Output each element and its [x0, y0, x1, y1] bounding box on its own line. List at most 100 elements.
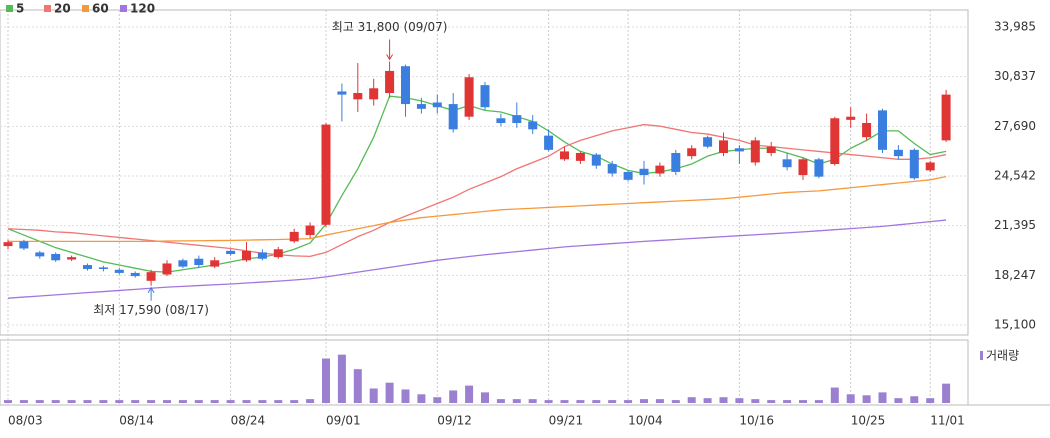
volume-bar [703, 398, 712, 403]
ma-line [8, 176, 947, 243]
x-tick-label: 08/24 [231, 414, 266, 428]
volume-bar [830, 387, 839, 403]
volume-bar [465, 385, 474, 403]
ma-line [7, 123, 947, 258]
candle-body [639, 168, 649, 176]
volume-bar [846, 394, 855, 403]
candle-body [226, 250, 236, 254]
volume-bar [163, 400, 171, 403]
candle-body [734, 148, 744, 152]
volume-frame [0, 339, 969, 406]
x-tick-label: 11/01 [930, 414, 965, 428]
legend-label: 거래량 [986, 349, 1019, 363]
candle-body [114, 269, 124, 273]
legend-swatch [44, 5, 51, 12]
volume-bar [19, 400, 28, 403]
candle-body [846, 116, 856, 120]
candle-body [289, 231, 299, 242]
volume-bar [640, 399, 648, 403]
volume-bar [576, 400, 585, 403]
candle-body [83, 265, 92, 269]
volume-bar [35, 400, 44, 403]
volume-bar [767, 400, 776, 403]
candle-body [337, 91, 347, 95]
candle-body [766, 146, 776, 153]
candle-body [878, 110, 887, 150]
candle-body [416, 104, 426, 109]
candle-body [35, 252, 45, 257]
y-tick-label: 33,985 [994, 19, 1036, 33]
candle-body [512, 115, 522, 124]
volume-bar [449, 390, 458, 403]
volume-bar [481, 392, 489, 403]
candle-body [750, 140, 760, 163]
volume-bar [4, 400, 12, 403]
annotation: 최고 31,800 (09/07) [332, 20, 448, 34]
volume-bar [417, 394, 426, 403]
candle-body [321, 124, 331, 225]
ma-line [7, 219, 947, 299]
candle-body [130, 272, 140, 277]
x-tick-label: 08/03 [8, 414, 43, 428]
y-tick-label: 18,247 [994, 268, 1036, 282]
volume-bar [210, 400, 219, 403]
volume-bar [67, 400, 76, 403]
x-tick-label: 10/16 [739, 414, 774, 428]
candle-body [671, 152, 681, 172]
candle-body [257, 252, 267, 259]
candle-body [575, 152, 585, 161]
volume-bar [671, 400, 680, 403]
x-tick-label: 09/21 [549, 414, 584, 428]
legend-label: 20 [54, 2, 71, 16]
candle-body [496, 118, 506, 124]
candle-body [655, 165, 665, 174]
ma-line [7, 95, 947, 273]
y-tick-label: 30,837 [994, 69, 1036, 83]
legend-swatch [120, 5, 127, 12]
volume-bar [814, 400, 823, 403]
candle-body [623, 171, 633, 180]
volume-bar [624, 400, 633, 403]
volume-bar [51, 400, 60, 403]
volume-bar [719, 397, 728, 403]
candle-body [401, 66, 410, 105]
volume-bar [894, 398, 903, 403]
candle-body [544, 135, 554, 150]
volume-bar [544, 400, 553, 403]
annotation-arrowhead [386, 54, 394, 61]
candle-body [146, 272, 156, 281]
candle-body [464, 77, 474, 117]
volume-bar [337, 354, 346, 403]
candle-body [178, 260, 188, 267]
candle-body [814, 159, 824, 177]
annotation-arrowhead [147, 286, 155, 293]
volume-bar [194, 400, 203, 403]
volume-bar [560, 400, 569, 403]
candle-body [3, 242, 13, 247]
volume-bar [878, 392, 887, 403]
volume-bar [178, 400, 187, 403]
volume-bar [290, 400, 299, 403]
volume-bar [592, 400, 601, 403]
volume-bar [799, 400, 807, 403]
candle-body [480, 85, 490, 108]
x-tick-label: 09/12 [437, 414, 472, 428]
candle-body [273, 249, 283, 258]
candle-body [703, 137, 713, 147]
volume-bar [735, 398, 744, 403]
volume-bar [910, 396, 919, 403]
candle-body [719, 140, 728, 153]
y-tick-label: 27,690 [994, 119, 1036, 133]
candle-body [893, 149, 903, 157]
candle-body [67, 257, 77, 260]
candle-body [432, 102, 442, 108]
volume-bar [131, 400, 140, 403]
legend-swatch [6, 5, 13, 12]
candle-body [591, 154, 601, 166]
volume-bar [528, 399, 537, 403]
volume-bar [322, 358, 330, 403]
candle-body [51, 253, 61, 261]
volume-bar [862, 395, 871, 403]
volume-bar [306, 399, 315, 403]
